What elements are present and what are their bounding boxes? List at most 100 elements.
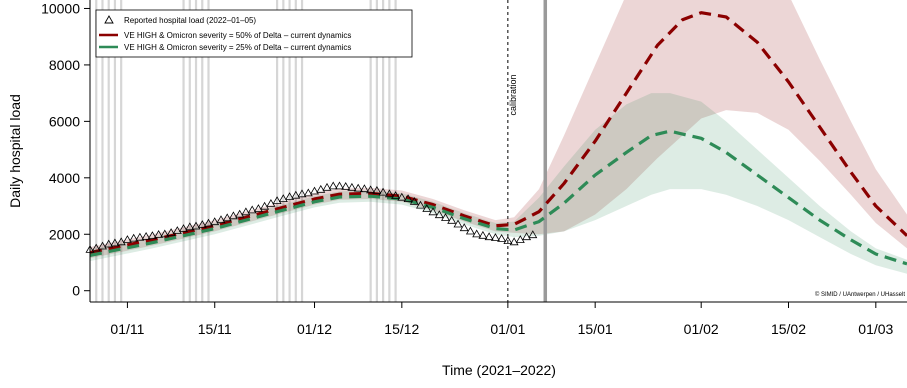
reported-point [484, 232, 494, 241]
reported-point [353, 183, 363, 192]
reported-point [98, 241, 107, 250]
reported-point [216, 215, 226, 224]
reported-point [335, 181, 344, 190]
reported-point [409, 196, 419, 205]
reported-point [478, 230, 488, 239]
reported-point [522, 232, 532, 241]
reported-point [366, 185, 376, 194]
x-tick-label: 15/02 [771, 321, 806, 337]
reported-point [129, 233, 139, 242]
reported-point [453, 219, 463, 228]
reported-point [472, 229, 482, 238]
x-tick-label: 15/01 [578, 321, 613, 337]
reported-point [166, 228, 176, 236]
reported-point [441, 213, 450, 221]
legend-label-reported: Reported hospital load (2022–01–05) [124, 16, 256, 25]
reported-point [503, 236, 513, 245]
reported-point [110, 238, 120, 247]
projection-line-severity-50 [90, 11, 907, 255]
reported-point [172, 226, 182, 234]
reported-point [428, 207, 438, 216]
y-axis-ticks: 0 2000 4000 6000 8000 10000 [41, 0, 90, 299]
reported-point [197, 220, 207, 228]
reported-point [191, 221, 201, 230]
y-axis-label: Daily hospital load [7, 94, 23, 208]
reported-point [347, 182, 357, 191]
reported-point [303, 188, 313, 197]
calibration-label: calibration [508, 74, 518, 115]
reported-point [434, 210, 444, 219]
x-tick-label: 01/03 [858, 321, 893, 337]
x-tick-label: 15/12 [384, 321, 419, 337]
legend: Reported hospital load (2022–01–05) VE H… [95, 9, 413, 58]
x-tick-label: 15/11 [198, 321, 232, 337]
reported-point [515, 235, 525, 243]
reported-point [497, 233, 507, 242]
reported-points [85, 181, 538, 253]
reported-point [253, 204, 263, 212]
reported-point [204, 218, 213, 227]
reported-point [509, 237, 519, 246]
copyright-note: © SIMID / UAntwerpen / UHasselt [815, 291, 905, 298]
reported-point [341, 181, 351, 190]
reported-point [247, 205, 257, 214]
reported-point [322, 182, 332, 191]
reported-point [228, 211, 238, 220]
reported-point [272, 196, 282, 205]
y-tick-label: 4000 [49, 170, 80, 186]
reported-point [141, 231, 151, 240]
projection-line-severity-25 [90, 129, 907, 266]
projection-lines [90, 11, 907, 266]
reported-point [422, 204, 432, 212]
legend-label-severity-25: VE HIGH & Omicron severity = 25% of Delt… [124, 43, 351, 52]
legend-triangle-icon [104, 15, 114, 24]
reported-point [310, 186, 319, 195]
reported-point [147, 231, 157, 240]
y-tick-label: 10000 [41, 0, 80, 16]
reported-point [447, 215, 457, 224]
reported-point [135, 232, 145, 241]
reported-point [285, 192, 295, 201]
legend-box [95, 9, 413, 58]
x-axis-ticks: 01/11 15/11 01/12 15/12 01/01 15/01 01/02 15/02… [110, 302, 894, 337]
reported-point [465, 226, 475, 235]
x-tick-label: 01/01 [490, 321, 525, 337]
reported-point [104, 239, 114, 248]
reported-point [297, 189, 307, 198]
reported-point [266, 198, 276, 207]
reported-point [210, 217, 220, 226]
reported-point [459, 223, 469, 232]
reported-point [397, 192, 407, 201]
reported-point [122, 235, 132, 243]
reported-point [391, 191, 401, 199]
reported-point [91, 243, 101, 252]
reported-point [160, 229, 170, 238]
reported-point [260, 201, 270, 210]
x-tick-label: 01/12 [297, 321, 332, 337]
reported-point [222, 213, 232, 222]
reported-point [278, 194, 288, 203]
reported-point [116, 237, 126, 246]
reported-point [328, 181, 338, 190]
x-tick-label: 01/11 [110, 321, 144, 337]
reported-point [403, 194, 413, 203]
y-tick-label: 6000 [49, 113, 80, 129]
y-tick-label: 8000 [49, 57, 80, 73]
reported-point [185, 222, 195, 231]
legend-label-severity-50: VE HIGH & Omicron severity = 50% of Delt… [124, 31, 351, 40]
reported-point [528, 230, 538, 239]
reported-point [291, 190, 301, 199]
reported-point [490, 233, 500, 241]
x-axis-label: Time (2021–2022) [442, 362, 556, 378]
projection-ribbon-severity-50 [90, 0, 907, 259]
reported-point [378, 187, 388, 196]
x-tick-label: 01/02 [684, 321, 719, 337]
reported-point [384, 189, 394, 198]
reported-point [154, 229, 164, 238]
reported-point [179, 224, 188, 232]
reported-point [359, 184, 369, 193]
reported-point [372, 185, 382, 194]
reported-point [416, 200, 425, 209]
reported-point [241, 207, 251, 216]
